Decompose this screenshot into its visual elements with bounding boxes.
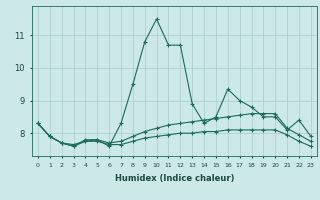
X-axis label: Humidex (Indice chaleur): Humidex (Indice chaleur) — [115, 174, 234, 183]
